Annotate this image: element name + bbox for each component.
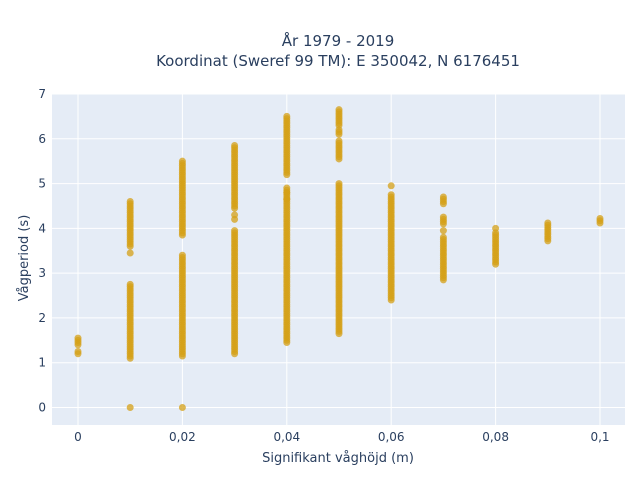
x-tick-label: 0,02 xyxy=(169,430,196,444)
data-point xyxy=(596,215,604,222)
y-tick-label: 1 xyxy=(38,356,46,370)
data-point xyxy=(74,334,82,342)
y-axis-ticks: 0 1 2 3 4 5 6 7 xyxy=(38,87,46,415)
data-point xyxy=(178,404,186,411)
y-axis-title: Vågperiod (s) xyxy=(17,215,32,302)
data-point xyxy=(178,157,186,165)
data-point xyxy=(283,189,291,197)
data-point xyxy=(126,249,134,257)
x-tick-label: 0,06 xyxy=(378,430,405,444)
data-point xyxy=(126,197,134,205)
x-axis-ticks: 0 0,02 0,04 0,06 0,08 0,1 xyxy=(74,430,609,444)
data-point xyxy=(387,191,395,199)
data-points xyxy=(74,106,604,411)
data-point xyxy=(231,142,239,149)
data-point xyxy=(439,227,447,235)
data-point xyxy=(231,227,239,235)
x-axis-title: Signifikant våghöjd (m) xyxy=(262,451,414,466)
x-tick-label: 0,08 xyxy=(482,430,509,444)
plot-area xyxy=(52,93,625,425)
chart-title: År 1979 - 2019 xyxy=(282,31,395,50)
y-tick-label: 0 xyxy=(38,401,46,415)
data-point xyxy=(544,219,552,227)
data-point xyxy=(231,211,239,219)
data-point xyxy=(492,224,500,232)
data-point xyxy=(126,404,134,411)
data-point xyxy=(126,280,134,288)
data-point xyxy=(439,213,447,221)
data-point xyxy=(283,112,291,120)
x-tick-label: 0,1 xyxy=(590,430,609,444)
data-point xyxy=(74,348,82,356)
data-point xyxy=(387,182,395,190)
data-point xyxy=(439,233,447,241)
chart-subtitle: Koordinat (Sweref 99 TM): E 350042, N 61… xyxy=(156,52,520,70)
x-tick-label: 0,04 xyxy=(273,430,300,444)
y-tick-label: 5 xyxy=(38,177,46,191)
y-tick-label: 2 xyxy=(38,311,46,325)
data-point xyxy=(335,137,343,145)
y-tick-label: 6 xyxy=(38,132,46,146)
data-point xyxy=(335,180,343,188)
data-point xyxy=(439,193,447,201)
data-point xyxy=(283,195,291,203)
y-tick-label: 7 xyxy=(38,87,46,101)
y-tick-label: 4 xyxy=(38,221,46,235)
x-tick-label: 0 xyxy=(74,430,82,444)
y-tick-label: 3 xyxy=(38,266,46,280)
data-point xyxy=(335,106,343,114)
data-point xyxy=(178,251,186,259)
